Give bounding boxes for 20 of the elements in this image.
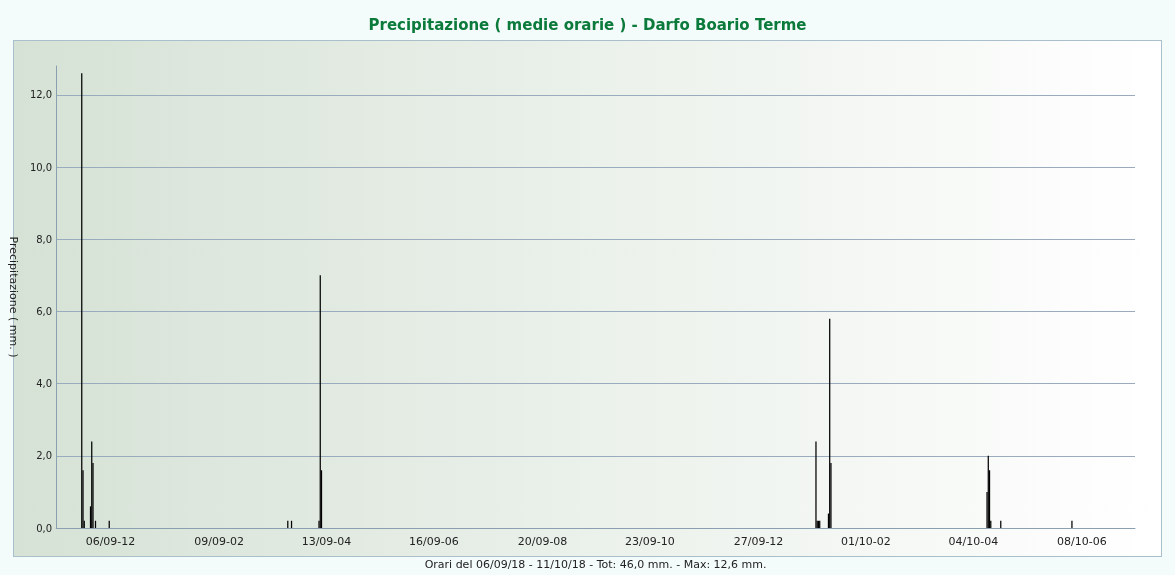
chart-title: Precipitazione ( medie orarie ) - Darfo Boario Terme [368, 15, 807, 34]
x-tick-label: 08/10-06 [1057, 535, 1107, 548]
y-tick-label: 0,0 [36, 522, 53, 534]
x-tick-label: 16/09-06 [409, 535, 459, 548]
x-axis-title: Orari del 06/09/18 - 11/10/18 - Tot: 46,0 mm. - Max: 12,6 mm. [424, 558, 767, 571]
x-tick-label: 09/09-02 [194, 535, 244, 548]
y-tick-label: 12,0 [29, 89, 53, 101]
x-tick-label: 20/09-08 [517, 535, 568, 548]
x-tick-label: 27/09-12 [733, 535, 784, 548]
y-tick-label: 2,0 [36, 450, 53, 462]
y-tick-label: 8,0 [36, 233, 53, 245]
y-tick-label: 6,0 [36, 305, 53, 317]
x-tick-label: 06/09-12 [85, 535, 136, 548]
x-tick-label: 04/10-04 [948, 535, 999, 548]
y-tick-label: 4,0 [36, 378, 53, 390]
x-tick-label: 01/10-02 [841, 535, 891, 548]
x-tick-label: 23/09-10 [625, 535, 675, 548]
y-axis-title: Precipitazione ( mm. ) [7, 236, 20, 358]
x-tick-label: 13/09-04 [301, 535, 352, 548]
y-tick-label: 10,0 [29, 161, 53, 173]
